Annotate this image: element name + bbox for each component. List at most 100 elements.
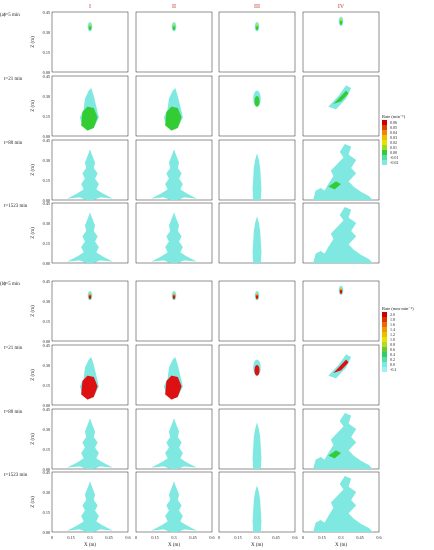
legend-tick-label: 0.06 [390,120,397,125]
legend-swatch [382,160,387,165]
y-tick-label: 0.15 [43,510,50,515]
panel-label: (b) [0,282,6,287]
y-tick-label: 0.45 [43,201,50,206]
plot-frame [135,11,213,73]
x-axis-label: X (m) [168,543,180,548]
rate-peak [89,24,91,27]
legend-swatch [382,130,387,135]
rate-field [328,354,352,379]
legend-tick-label: 0.03 [390,135,397,140]
x-tick-label: 0.15 [234,535,241,540]
legend-swatch [382,155,387,160]
column-headers: I II III IV [89,4,345,10]
legend-swatch [382,352,387,357]
legend-tick-label: 1.8 [390,317,395,322]
plot-panel: 0.00 0.15 0.30 0.45 Z (m) t=80 min [4,138,129,203]
y-tick-label: 0.15 [43,383,50,388]
x-tick-label: 0.3 [87,535,92,540]
plot-panel: 0.00 0.15 0.30 0.45 Z (m) t=5 min(a) [0,10,129,75]
y-tick-label: 0.15 [43,114,50,119]
x-tick-label: 0.3 [171,535,176,540]
y-tick-label: 0.00 [43,339,50,344]
legend-tick-label: 1.0 [390,337,395,342]
plot-panel: 0.00 0.15 0.30 0.45 Z (m) t=1523 min [4,201,129,266]
legend-tick-label: 1.2 [390,332,395,337]
x-axis-label: X (m) [251,543,263,548]
row-label: t=21 min [4,346,23,351]
plot-panel: 0 0.15 0.3 0.45 0.6 X (m) [302,471,382,548]
y-axis-label: Z (m) [31,164,36,176]
rate-core [254,96,260,107]
color-legend: Rate (mm·min⁻¹)2.01.81.61.41.21.00.80.60… [382,306,414,372]
legend-tick-label: 0.6 [390,347,395,352]
plot-panel [302,344,380,406]
rate-field [313,413,373,469]
column-header-3: III [254,4,260,10]
y-axis-label: Z (m) [31,36,36,48]
legend-tick-label: 1.6 [390,322,395,327]
plot-panel: 0.00 0.15 0.30 0.45 Z (m) t=21 min [4,343,129,408]
row-label: t=1523 min [4,204,28,209]
plot-panel [218,280,296,342]
rate-peak [256,293,258,296]
y-tick-label: 0.00 [43,198,50,203]
rate-peak [89,293,91,296]
rate-field-main [313,413,373,469]
legend-tick-label: 1.4 [390,327,395,332]
plot-panel [302,202,380,264]
rate-field [163,357,183,400]
rate-field-main [151,481,197,532]
y-tick-label: 0.00 [43,403,50,408]
rate-field [254,22,260,32]
plot-frame [218,11,296,73]
rate-field [338,285,344,296]
panel-grid: 0.000.150.300.45Z (m)t=5 min(a)0.000.150… [0,10,382,548]
plot-panel: 0.00 0.15 0.30 0.45 Z (m) t=5 min(b) [0,279,129,344]
plot-panel [302,408,380,470]
y-axis-label: Z (m) [31,496,36,508]
rate-field [252,422,262,469]
plot-frame [135,280,213,342]
rate-field [171,291,177,301]
y-tick-label: 0.00 [43,261,50,266]
y-tick-label: 0.15 [43,241,50,246]
plot-panel [135,408,213,470]
rate-field-main [252,485,262,532]
rate-field-main [151,149,197,200]
rate-field [338,16,344,26]
y-tick-label: 0.30 [43,158,50,163]
x-tick-label: 0.15 [318,535,325,540]
x-tick-label: 0.45 [356,535,363,540]
plot-panel: 0.00 0.15 0.30 0.45 Z (m) t=80 min [4,407,129,472]
y-tick-label: 0.30 [43,94,50,99]
legend-tick-label: -0.02 [390,160,398,165]
rate-field [171,22,177,32]
y-axis-label: Z (m) [31,227,36,239]
row-label: t=80 min [4,410,23,415]
rate-field-core [81,375,98,400]
column-header-4: IV [338,4,345,10]
y-tick-label: 0.00 [43,134,50,139]
y-tick-label: 0.45 [43,138,50,143]
plot-frame [218,280,296,342]
y-tick-label: 0.15 [43,319,50,324]
rate-field-main [67,212,113,263]
plot-panel [218,11,296,73]
rate-field [328,85,352,110]
y-tick-label: 0.15 [43,178,50,183]
plot-panel: 0.00 0.15 0.30 0.45 Z (m) t=1523 min 0 0.15 0.3 0… [4,470,131,548]
plot-panel [218,202,296,264]
rate-field [253,359,261,376]
plot-panel [135,139,213,201]
legend-tick-label: 0.4 [390,352,395,357]
x-tick-label: 0 [302,535,304,540]
legend-tick-label: 0.01 [390,145,397,150]
legend-swatch [382,362,387,367]
legend-swatch [382,145,387,150]
legend-tick-label: 0.0 [390,362,395,367]
plot-panel [302,75,380,137]
rate-peak [340,287,342,291]
rate-field-core [81,106,98,131]
plot-panel [302,280,380,342]
rate-field [252,153,262,200]
